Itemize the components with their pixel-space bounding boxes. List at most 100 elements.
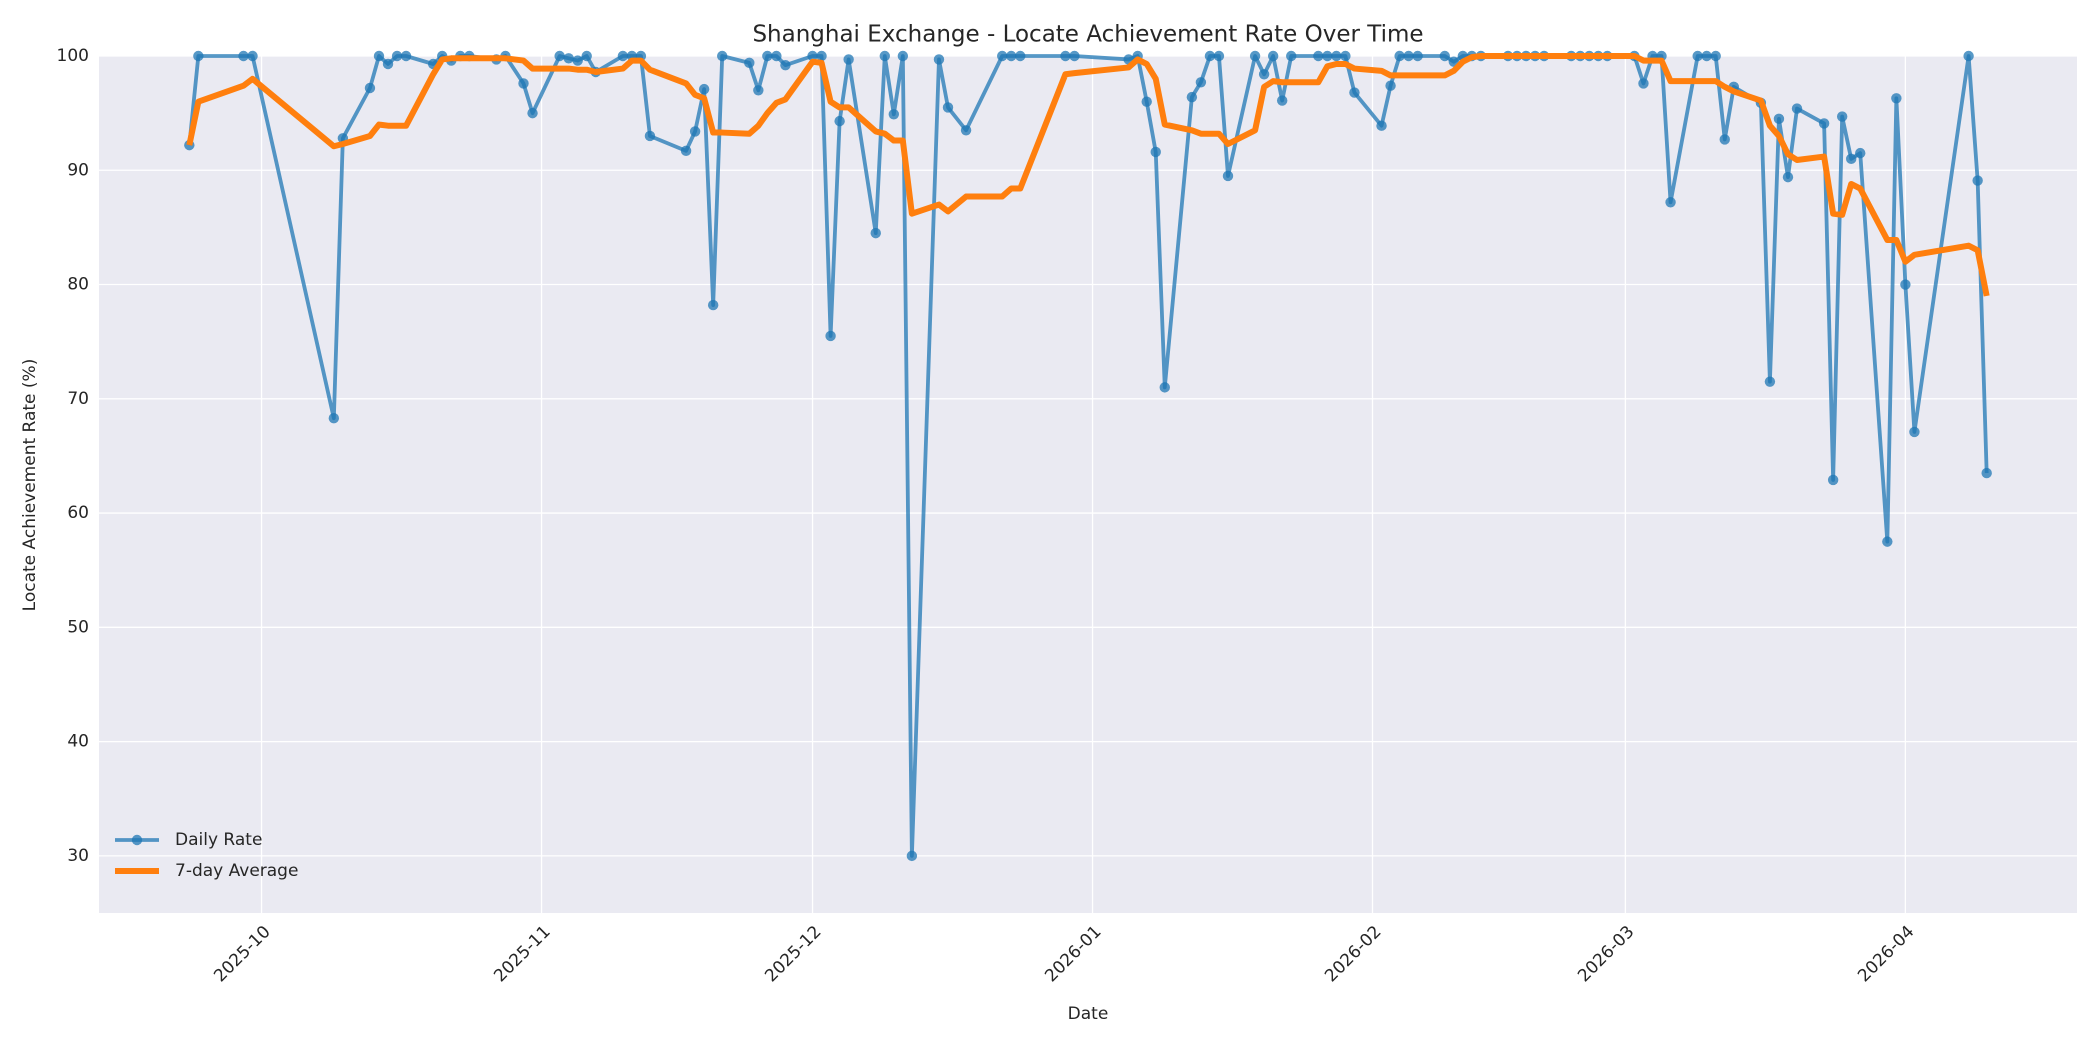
data-point [1791,103,1803,114]
data-point [1855,147,1866,159]
data-point [762,50,773,62]
data-point [1412,50,1423,62]
data-point [1900,279,1911,290]
data-point [1006,50,1017,62]
data-point [1836,111,1848,122]
data-point [391,50,403,62]
data-point [807,50,818,62]
data-point [193,50,204,62]
data-point [527,107,538,119]
x-tick-label: 2026-01 [1041,922,1105,986]
data-point [1195,77,1207,88]
data-point [960,125,972,136]
data-point [1213,50,1225,62]
data-point [816,50,827,62]
data-point [1331,50,1342,62]
data-point [1972,175,1983,186]
data-point [1186,91,1198,103]
data-point [1846,153,1857,165]
data-point [1710,50,1721,62]
data-point [1385,80,1396,91]
data-point [1981,467,1992,479]
data-point [1891,93,1902,104]
data-point [834,115,845,127]
y-tick-label: 30 [67,846,89,866]
x-tick-label: 2025-12 [761,922,825,986]
data-point [1665,197,1676,208]
data-point [382,58,394,70]
y-tick-label: 40 [67,732,89,752]
data-point [1882,536,1893,547]
data-point [1258,69,1270,80]
data-point [1141,96,1152,107]
data-point [364,82,376,94]
x-axis-label: Date [1068,1004,1109,1024]
data-point [1782,171,1794,183]
data-point [680,145,692,157]
legend-label: 7-day Average [175,861,298,881]
data-point [906,850,918,862]
data-point [1322,50,1333,62]
data-point [1015,50,1026,62]
data-point [1286,50,1297,62]
data-point [1204,50,1216,62]
data-point [1060,50,1071,62]
x-tick-label: 2026-04 [1854,922,1918,986]
data-point [1222,170,1234,182]
data-point [843,54,854,65]
data-point [1267,50,1279,62]
legend-label: Daily Rate [175,830,262,850]
data-point [1394,50,1405,62]
data-point [1349,87,1360,98]
data-point [689,126,701,137]
data-point [1701,50,1712,62]
data-point [644,130,656,142]
legend-marker [131,834,143,846]
data-point [933,54,945,65]
data-point [563,53,574,64]
data-point [373,50,385,62]
data-point [771,50,782,62]
data-point [1719,134,1730,145]
y-tick-label: 50 [67,617,89,637]
x-tick-label: 2026-02 [1321,922,1385,986]
data-point [825,330,836,342]
data-point [1692,50,1703,62]
data-point [1403,50,1414,62]
data-point [780,59,791,71]
data-point [247,50,258,62]
y-tick-label: 80 [67,275,89,295]
data-point [996,50,1008,62]
data-point [1159,382,1170,393]
data-point [870,227,881,239]
data-point [744,57,755,69]
data-point [572,55,583,66]
data-point [1909,426,1920,438]
data-point [1249,50,1261,62]
data-point [698,83,710,95]
y-axis-label: Locate Achievement Rate (%) [20,359,40,612]
data-point [1376,120,1387,131]
data-point [897,50,909,62]
data-point [554,50,565,62]
data-point [717,50,728,62]
x-tick-label: 2026-03 [1574,922,1638,986]
data-point [1313,50,1324,62]
data-point [518,78,529,89]
x-tick-label: 2025-10 [210,922,274,986]
x-tick-label: 2025-11 [490,922,554,986]
data-point [888,109,900,120]
data-point [1773,113,1785,125]
data-point [1439,50,1450,62]
data-point [942,102,954,113]
data-point [400,50,412,62]
data-point [238,50,249,62]
data-point [1638,78,1649,89]
grid [99,55,2077,913]
data-point [1818,118,1830,129]
data-point [1764,376,1776,387]
y-tick-label: 70 [67,389,89,409]
y-tick-label: 90 [67,160,89,180]
y-tick-label: 60 [67,503,89,523]
